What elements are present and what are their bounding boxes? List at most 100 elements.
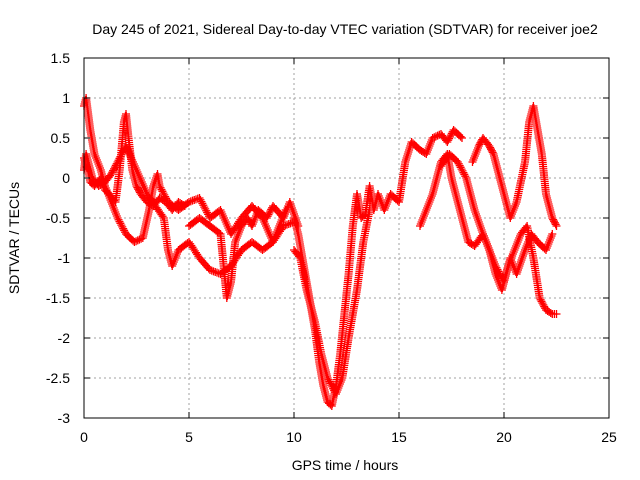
data-point	[506, 214, 515, 222]
data-point-interp	[420, 210, 429, 218]
data-point	[512, 270, 521, 278]
data-point-interp	[264, 210, 273, 219]
data-point-interp	[476, 222, 485, 230]
data-point-interp	[110, 163, 119, 172]
data-point	[206, 266, 214, 274]
chart-title: Day 245 of 2021, Sidereal Day-to-day VTE…	[92, 21, 598, 37]
data-point	[285, 198, 294, 206]
data-point-interp	[110, 206, 119, 214]
data-point-interp	[196, 195, 205, 204]
data-point-interp	[381, 204, 390, 212]
data-point-interp	[168, 260, 177, 268]
data-point-interp	[537, 297, 546, 306]
data-point-interp	[232, 234, 241, 242]
data-point-interp	[459, 168, 468, 177]
data-point-interp	[128, 156, 137, 164]
data-point-interp	[93, 158, 102, 166]
y-tick-label: -0.5	[46, 210, 70, 226]
plot-frame	[83, 57, 610, 419]
data-point-interp	[511, 202, 520, 210]
data-point-interp	[472, 148, 481, 156]
data-point-interp	[471, 150, 480, 158]
data-point-interp	[186, 197, 195, 206]
data-point-interp	[124, 148, 133, 156]
data-point-interp	[426, 196, 435, 204]
data-point-interp	[286, 219, 295, 228]
data-point-interp	[470, 154, 479, 162]
data-point	[132, 166, 141, 174]
data-point-interp	[217, 208, 226, 216]
y-tick-label: -1.5	[46, 290, 70, 306]
data-point-interp	[473, 214, 482, 222]
data-point-interp	[461, 172, 470, 181]
data-point-interp	[188, 196, 197, 205]
data-point	[491, 270, 500, 278]
data-point-interp	[104, 192, 113, 200]
data-point-interp	[112, 212, 121, 220]
data-point-interp	[92, 154, 101, 162]
data-point-interp	[220, 214, 228, 222]
data-point-interp	[136, 176, 145, 184]
data-point-interp	[504, 260, 513, 268]
y-tick-label: -1	[58, 250, 71, 266]
data-point-interp	[506, 256, 515, 264]
data-point-interp	[96, 164, 105, 172]
data-point-interp	[382, 200, 391, 208]
data-point-interp	[423, 146, 432, 154]
data-point-interp	[139, 182, 148, 190]
data-point-interp	[207, 266, 216, 275]
data-point-interp	[421, 208, 430, 216]
data-point-interp	[512, 240, 521, 248]
data-point-interp	[336, 378, 345, 386]
data-point	[468, 158, 477, 166]
data-point-interp	[235, 226, 244, 234]
data-point-interp	[512, 242, 521, 250]
data-point-interp	[117, 150, 126, 159]
data-point-interp	[169, 258, 178, 266]
data-point	[231, 238, 240, 246]
data-point-interp	[423, 148, 432, 156]
data-point-interp	[199, 201, 208, 210]
data-point-interp	[474, 218, 483, 226]
data-point-interp	[469, 156, 478, 164]
data-point	[130, 238, 139, 246]
data-point-interp	[161, 192, 170, 201]
data-point-interp	[474, 144, 483, 152]
data-point	[470, 206, 479, 214]
data-point-interp	[383, 198, 392, 206]
data-point-interp	[458, 166, 467, 175]
data-point-interp	[141, 186, 150, 194]
data-point	[323, 374, 332, 382]
data-point-interp	[286, 200, 295, 208]
data-point-interp	[116, 219, 125, 228]
data-point-interp	[332, 388, 341, 396]
data-point-interp	[544, 240, 553, 248]
x-tick-label: 20	[496, 429, 512, 445]
y-tick-label: -3	[58, 410, 71, 426]
data-point-interp	[295, 252, 304, 261]
data-point-interp	[123, 146, 132, 154]
x-tick-label: 25	[601, 429, 617, 445]
data-point-interp	[135, 172, 144, 180]
data-point	[107, 198, 116, 206]
data-point-interp	[419, 212, 428, 220]
data-point-interp	[133, 168, 142, 176]
data-point-interp	[326, 379, 335, 388]
data-point-interp	[427, 194, 436, 202]
data-point-interp	[514, 264, 523, 272]
data-point-interp	[106, 196, 115, 204]
data-point-interp	[507, 210, 516, 218]
data-point-interp	[508, 250, 517, 258]
data-point-interp	[470, 152, 479, 160]
data-point-interp	[218, 210, 227, 218]
data-point-interp	[281, 208, 290, 216]
data-point	[453, 158, 462, 166]
data-point-interp	[511, 200, 520, 208]
data-point	[279, 222, 288, 230]
data-point-interp	[335, 382, 344, 390]
data-point-interp	[201, 204, 210, 213]
data-point-interp	[136, 174, 144, 182]
data-point-interp	[375, 194, 384, 202]
data-point	[552, 310, 561, 318]
